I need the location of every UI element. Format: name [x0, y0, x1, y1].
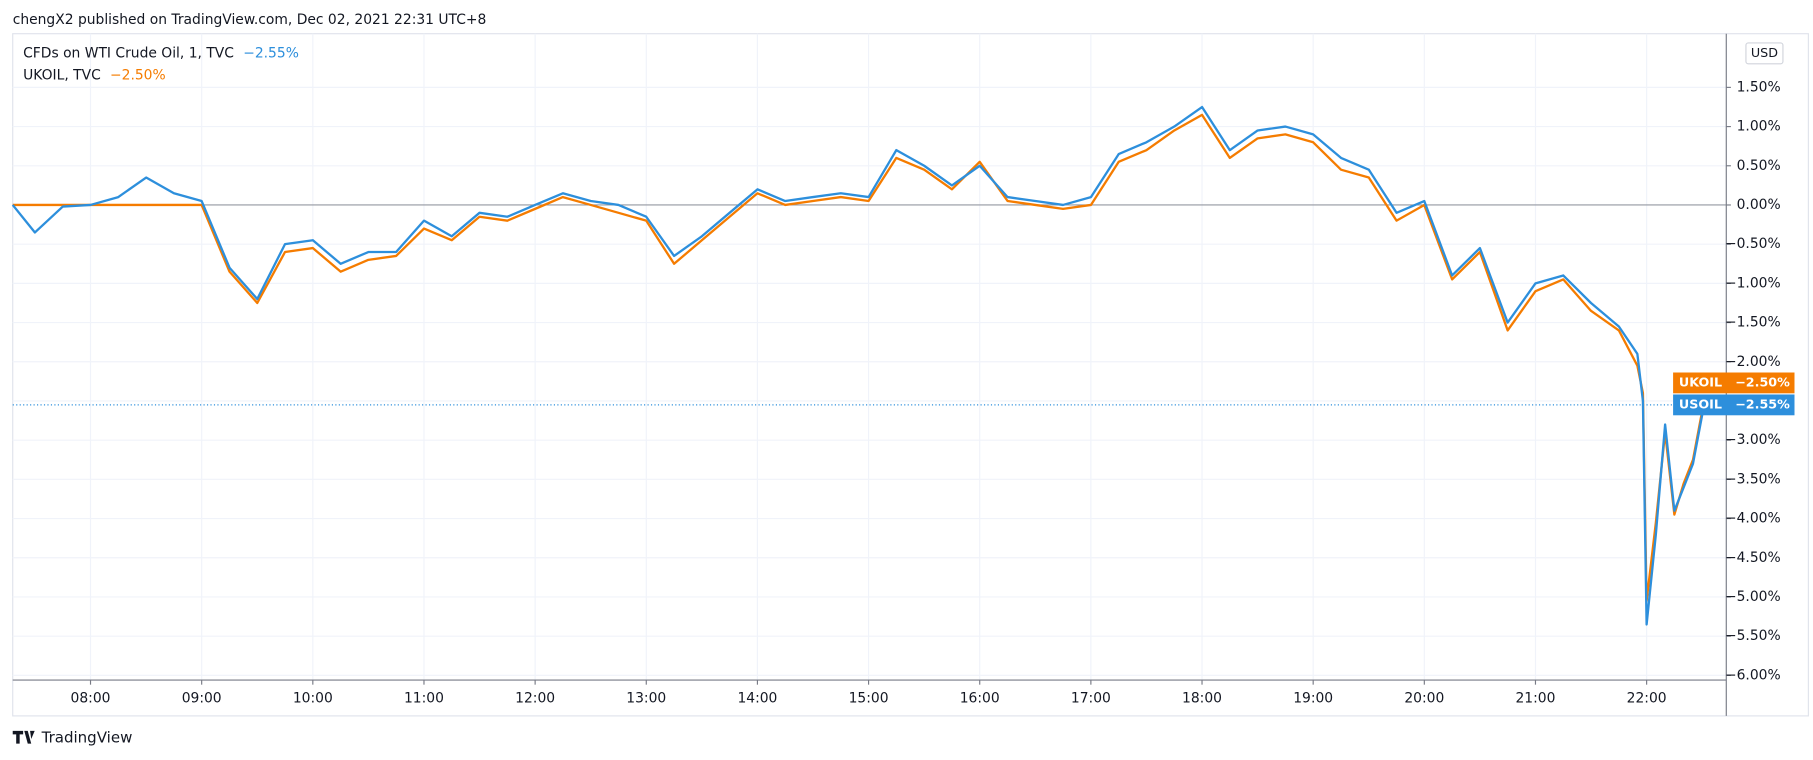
x-tick-label: 22:00 — [1627, 691, 1667, 707]
grid — [12, 33, 1727, 681]
price-tag-name: UKOIL — [1679, 374, 1722, 389]
x-tick-label: 15:00 — [849, 691, 889, 707]
y-tick-label: −2.00% — [1725, 354, 1781, 370]
price-tag-value: −2.55% — [1735, 396, 1790, 411]
currency[interactable]: USD — [1751, 45, 1778, 60]
y-tick-label: 0.50% — [1737, 158, 1781, 174]
brand: TradingView — [41, 728, 133, 746]
y-tick-label: −0.50% — [1725, 236, 1781, 252]
y-tick-label: −1.00% — [1725, 275, 1781, 291]
x-tick-label: 19:00 — [1293, 691, 1333, 707]
y-tick-label: −4.50% — [1725, 550, 1781, 566]
x-tick-label: 08:00 — [71, 691, 111, 707]
x-tick-label: 13:00 — [626, 691, 666, 707]
y-tick-label: 1.50% — [1737, 79, 1781, 95]
y-tick-label: −5.00% — [1725, 589, 1781, 605]
y-tick-label: −6.00% — [1725, 667, 1781, 683]
x-tick-label: 10:00 — [293, 691, 333, 707]
plot — [11, 105, 1706, 626]
chart-frame — [12, 33, 1809, 717]
series-line — [12, 113, 1706, 602]
tv-logo — [12, 730, 35, 744]
price-tag-name: USOIL — [1679, 396, 1722, 411]
price-tag — [1673, 394, 1795, 416]
y-tick-label: −3.00% — [1725, 432, 1781, 448]
publish-info: chengX2 published on TradingView.com, De… — [13, 12, 487, 28]
x-tick-label: 14:00 — [737, 691, 777, 707]
x-tick-label: 20:00 — [1404, 691, 1444, 707]
price-tag — [1673, 372, 1795, 394]
y-tick-label: 1.00% — [1737, 119, 1781, 135]
labels: 1.50% 1.00% 0.50% 0.00% −0.50% −1.00% −1.50% −2… — [71, 79, 1795, 707]
legend-change: −2.55% — [243, 45, 299, 61]
x-tick-label: 09:00 — [182, 691, 222, 707]
x-tick-label: 18:00 — [1182, 691, 1222, 707]
legend-change: −2.50% — [110, 67, 166, 83]
x-tick-label: 16:00 — [960, 691, 1000, 707]
x-tick-label: 11:00 — [404, 691, 444, 707]
price-tag-value: −2.50% — [1735, 374, 1790, 389]
currency-box[interactable] — [1745, 42, 1784, 65]
series-line — [11, 105, 1706, 626]
legend-ukoil: UKOIL, TVC — [23, 67, 101, 83]
x-tick-label: 12:00 — [515, 691, 555, 707]
x-tick-label: 17:00 — [1071, 691, 1111, 707]
legend-usoil: CFDs on WTI Crude Oil, 1, TVC — [23, 45, 234, 61]
x-tick-label: 21:00 — [1515, 691, 1555, 707]
y-tick-label: −1.50% — [1725, 315, 1781, 331]
y-tick-label: −3.50% — [1725, 471, 1781, 487]
y-tick-label: −5.50% — [1725, 628, 1781, 644]
y-tick-label: 0.00% — [1737, 197, 1781, 213]
y-tick-label: −4.00% — [1725, 511, 1781, 527]
